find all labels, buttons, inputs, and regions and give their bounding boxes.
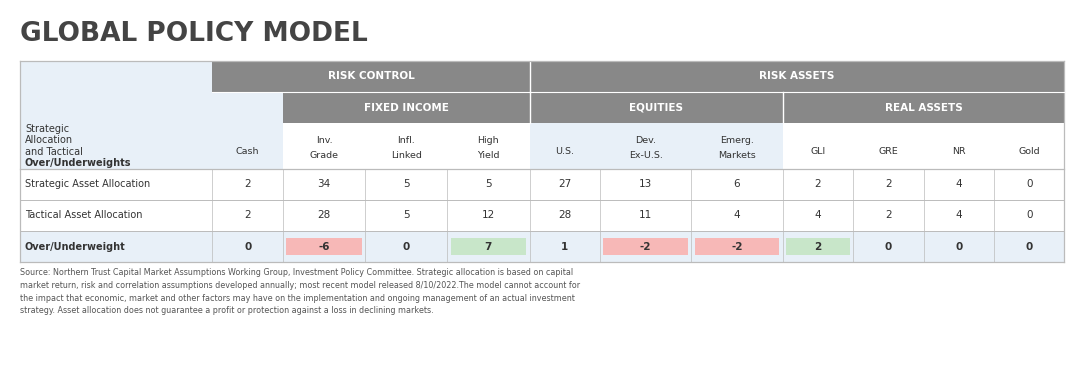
Text: Over/Underweight: Over/Underweight [25,242,126,252]
Text: Gold: Gold [1019,147,1040,156]
Text: Strategic Asset Allocation: Strategic Asset Allocation [25,179,151,189]
Text: 13: 13 [640,179,653,189]
Text: 0: 0 [1025,242,1033,252]
Text: Allocation: Allocation [25,135,73,145]
Text: 5: 5 [486,179,492,189]
Text: Dev.: Dev. [635,136,656,145]
Text: 2: 2 [244,179,251,189]
Text: FIXED INCOME: FIXED INCOME [364,103,449,112]
Bar [603,238,688,255]
Text: 2: 2 [885,211,892,220]
Text: Grade: Grade [310,152,338,160]
Bar [212,61,1064,92]
Text: 4: 4 [734,211,740,220]
Bar [786,238,850,255]
Text: EQUITIES: EQUITIES [629,103,683,112]
Text: 4: 4 [955,179,963,189]
Bar [20,231,1064,262]
Text: Yield: Yield [477,152,500,160]
Text: 0: 0 [244,242,251,252]
Bar [283,92,529,123]
Bar [212,123,283,169]
Bar [20,169,1064,200]
Text: RISK CONTROL: RISK CONTROL [327,71,414,81]
Text: RISK ASSETS: RISK ASSETS [759,71,835,81]
Text: Emerg.: Emerg. [720,136,754,145]
Text: Markets: Markets [718,152,756,160]
Bar [283,123,529,169]
Bar [20,123,212,169]
Text: -2: -2 [640,242,651,252]
Text: 2: 2 [814,179,822,189]
Bar [783,92,1064,123]
Text: 11: 11 [640,211,653,220]
Text: 1: 1 [562,242,568,252]
Text: 5: 5 [403,211,410,220]
Text: GRE: GRE [878,147,899,156]
Text: 28: 28 [558,211,571,220]
Text: 27: 27 [558,179,571,189]
Bar [20,61,212,92]
Text: 4: 4 [814,211,822,220]
Text: Linked: Linked [391,152,422,160]
Text: Strategic: Strategic [25,124,69,134]
Text: Inv.: Inv. [315,136,333,145]
Bar [451,238,526,255]
Text: NR: NR [952,147,966,156]
Text: 34: 34 [318,179,331,189]
Text: Infl.: Infl. [398,136,415,145]
Text: 0: 0 [885,242,892,252]
Text: 2: 2 [885,179,892,189]
Text: 0: 0 [1027,179,1032,189]
Text: 0: 0 [1027,211,1032,220]
Text: 2: 2 [814,242,822,252]
Text: Over/Underweights: Over/Underweights [25,158,131,168]
Text: Source: Northern Trust Capital Market Assumptions Working Group, Investment Poli: Source: Northern Trust Capital Market As… [20,268,580,315]
Text: GLOBAL POLICY MODEL: GLOBAL POLICY MODEL [20,21,367,47]
Text: 4: 4 [955,211,963,220]
Text: 0: 0 [955,242,963,252]
Bar [529,123,783,169]
Text: 6: 6 [734,179,740,189]
Bar [20,200,1064,231]
Text: 0: 0 [402,242,410,252]
Bar [783,123,1064,169]
Bar [20,92,212,123]
Bar [286,238,362,255]
Text: Ex-U.S.: Ex-U.S. [629,152,662,160]
Text: -2: -2 [732,242,743,252]
Text: U.S.: U.S. [555,147,575,156]
Bar [212,92,283,123]
Text: High: High [478,136,500,145]
Bar [529,92,783,123]
Text: and Tactical: and Tactical [25,147,82,157]
Text: 12: 12 [481,211,495,220]
Text: Tactical Asset Allocation: Tactical Asset Allocation [25,211,142,220]
Text: -6: -6 [319,242,330,252]
Text: Cash: Cash [236,147,259,156]
Bar [695,238,779,255]
Text: GLI: GLI [810,147,826,156]
Text: 5: 5 [403,179,410,189]
Text: 7: 7 [485,242,492,252]
Text: REAL ASSETS: REAL ASSETS [885,103,963,112]
Text: 2: 2 [244,211,251,220]
Text: 28: 28 [318,211,331,220]
